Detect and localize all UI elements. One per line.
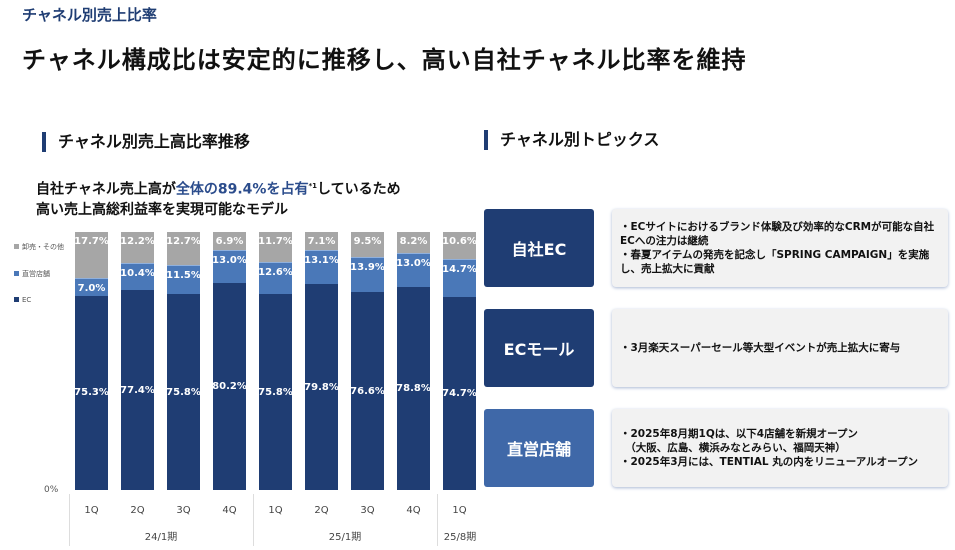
- bar-segment: 13.1%: [304, 250, 339, 285]
- bar-segment: 7.0%: [75, 277, 108, 296]
- x-tick-label: 1Q: [268, 505, 283, 516]
- bar-segment: 6.9%: [213, 231, 246, 250]
- axis-divider: [69, 494, 70, 546]
- bar-segment: 75.8%: [258, 293, 293, 490]
- topic-text-box: ・2025年8月期1Qは、以下4店舗を新規オープン （大阪、広島、横浜みなとみら…: [612, 409, 948, 487]
- bar-segment: 13.9%: [350, 256, 385, 293]
- legend-swatch: [14, 297, 19, 302]
- bar-segment: 12.2%: [120, 232, 155, 264]
- channel-label-box: 自社EC: [484, 209, 594, 287]
- x-tick-label: 4Q: [406, 505, 421, 516]
- x-tick-label: 4Q: [222, 505, 237, 516]
- x-tick-label: 3Q: [360, 505, 375, 516]
- bar-segment: 80.2%: [212, 282, 247, 490]
- breadcrumb: チャネル別売上比率: [22, 6, 157, 24]
- legend-label: EC: [22, 296, 32, 304]
- bar-segment: 79.8%: [304, 283, 339, 490]
- bar-segment: 14.7%: [442, 259, 477, 298]
- bar-segment: 12.6%: [258, 261, 293, 295]
- legend-item: EC: [14, 296, 31, 304]
- bar-segment: 10.6%: [442, 232, 477, 260]
- bar-segment: 11.5%: [166, 264, 201, 295]
- lead-part: 自社チャネル売上高が: [36, 181, 176, 198]
- channel-label-box: ECモール: [484, 309, 594, 387]
- x-tick-label: 2Q: [314, 505, 329, 516]
- x-tick-label: 3Q: [176, 505, 191, 516]
- lead-highlight: 全体の89.4%を占有: [175, 181, 309, 198]
- lead-line-2: 高い売上高総利益率を実現可能なモデル: [36, 201, 288, 218]
- bar-segment: 74.7%: [442, 296, 477, 490]
- bar-segment: 11.7%: [258, 231, 293, 262]
- x-tick-label: 1Q: [452, 505, 467, 516]
- legend-swatch: [14, 244, 19, 249]
- bar-segment: 75.3%: [74, 294, 109, 490]
- bar-stack: 74.7% 14.7% 10.6%: [442, 232, 477, 490]
- bar-segment: 75.8%: [166, 293, 201, 490]
- bar-segment: 12.7%: [166, 232, 201, 265]
- bar-stack: 75.8% 11.5% 12.7%: [166, 232, 201, 490]
- bar-stack: 79.8% 13.1% 7.1%: [304, 232, 339, 490]
- bar-segment: 10.4%: [120, 263, 155, 291]
- bar-stack: 75.3% 7.0% 17.7%: [74, 232, 109, 490]
- axis-divider: [253, 494, 254, 546]
- topics-section-title: チャネル別トピックス: [484, 130, 659, 150]
- page-title: チャネル構成比は安定的に推移し、高い自社チャネル比率を維持: [22, 46, 747, 74]
- bar-segment: 8.2%: [397, 232, 430, 254]
- x-tick-label: 2Q: [130, 505, 145, 516]
- bar-segment: 76.6%: [350, 291, 385, 490]
- bar-segment: 77.4%: [120, 289, 155, 490]
- legend-item: 直営店舗: [14, 269, 50, 279]
- bar-segment: 17.7%: [74, 232, 109, 278]
- bar-stack: 77.4% 10.4% 12.2%: [120, 232, 155, 490]
- chart-section-title: チャネル別売上高比率推移: [42, 132, 250, 152]
- legend-swatch: [14, 271, 19, 276]
- bar-segment: 7.1%: [305, 232, 338, 251]
- x-tick-label: 1Q: [84, 505, 99, 516]
- bar-segment: 13.0%: [396, 253, 431, 287]
- legend-label: 卸売・その他: [22, 243, 64, 251]
- bar-stack: 80.2% 13.0% 6.9%: [212, 231, 247, 490]
- bar-stack: 78.8% 13.0% 8.2%: [396, 232, 431, 490]
- bar-segment: 13.0%: [212, 249, 247, 284]
- bar-segment: 78.8%: [396, 285, 431, 490]
- lead-part: しているため: [316, 181, 401, 198]
- legend-label: 直営店舗: [22, 270, 50, 278]
- axis-divider: [437, 494, 438, 546]
- y-tick-label: 0%: [44, 485, 59, 495]
- footnote-mark: *1: [308, 182, 317, 190]
- topic-text-box: ・ECサイトにおけるブランド体験及び効率的なCRMが可能な自社ECへの注力は継続…: [612, 209, 948, 287]
- channel-label-box: 直営店舗: [484, 409, 594, 487]
- lead-text: 自社チャネル売上高が全体の89.4%を占有*1しているため 高い売上高総利益率を…: [36, 176, 401, 220]
- legend-item: 卸売・その他: [14, 242, 64, 252]
- bar-segment: 9.5%: [351, 232, 384, 257]
- period-label: 24/1期: [144, 532, 178, 543]
- bar-stack: 76.6% 13.9% 9.5%: [350, 232, 385, 490]
- period-label: 25/8期: [443, 532, 477, 543]
- bar-stack: 75.8% 12.6% 11.7%: [258, 231, 293, 490]
- period-label: 25/1期: [328, 532, 362, 543]
- topic-text-box: ・3月楽天スーパーセール等大型イベントが売上拡大に寄与: [612, 309, 948, 387]
